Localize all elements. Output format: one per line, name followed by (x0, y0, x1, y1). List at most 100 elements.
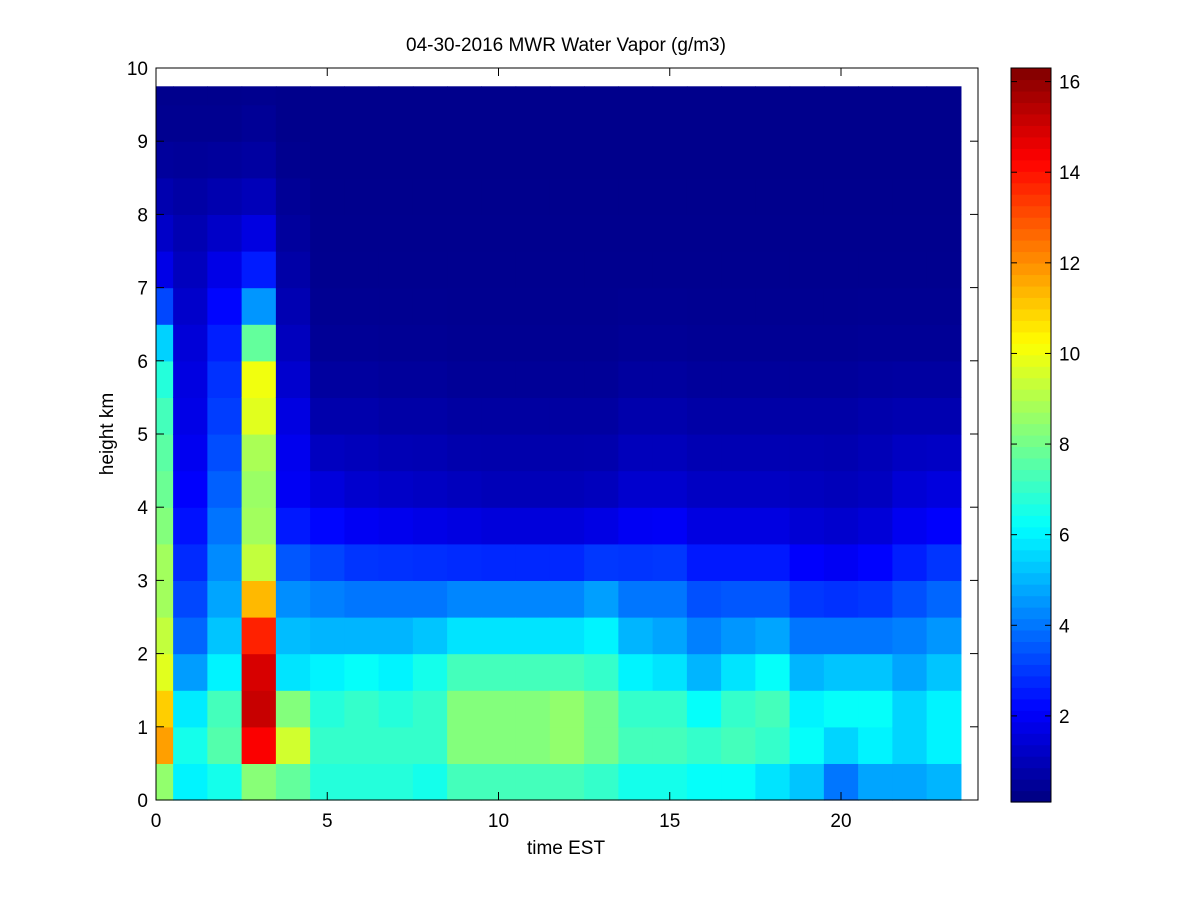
heatmap-cell (926, 543, 962, 581)
heatmap-cell (755, 617, 791, 655)
heatmap-cell (549, 470, 585, 508)
heatmap-cell (515, 434, 551, 472)
colorbar-tick-label: 6 (1059, 526, 1070, 547)
colorbar-segment (1011, 675, 1051, 688)
heatmap-cell (310, 324, 345, 362)
heatmap-cell (310, 86, 345, 106)
heatmap-cell (789, 104, 825, 142)
heatmap-cell (344, 617, 380, 655)
heatmap-cell (515, 86, 551, 106)
heatmap-cell (481, 141, 517, 179)
heatmap-cell (481, 470, 517, 508)
heatmap-cell (447, 763, 482, 801)
heatmap-cell (618, 86, 654, 106)
heatmap-cell (549, 104, 585, 142)
heatmap-cell (686, 141, 722, 179)
heatmap-cell (652, 507, 688, 545)
heatmap-cell (652, 214, 688, 252)
heatmap-cell (892, 434, 928, 472)
heatmap-cell (412, 141, 448, 179)
heatmap-cell (378, 690, 414, 728)
heatmap-cell (686, 214, 722, 252)
heatmap-cell (378, 617, 414, 655)
heatmap-cell (858, 251, 893, 289)
heatmap-cell (652, 726, 688, 764)
heatmap-cell (156, 580, 174, 618)
heatmap-cell (823, 690, 859, 728)
heatmap-cell (755, 324, 791, 362)
heatmap-cell (652, 653, 688, 691)
heatmap-cell (241, 434, 277, 472)
heatmap-cell (310, 287, 345, 325)
heatmap-cell (926, 360, 962, 398)
heatmap-cell (926, 580, 962, 618)
colorbar-segment (1011, 561, 1051, 574)
heatmap-cell (412, 726, 448, 764)
heatmap-cell (378, 397, 414, 435)
colorbar-segment (1011, 492, 1051, 505)
colorbar-tick-label: 8 (1059, 435, 1070, 456)
heatmap-cell (481, 324, 517, 362)
colorbar-segment (1011, 90, 1051, 104)
heatmap-cell (686, 434, 722, 472)
heatmap-cell (755, 214, 791, 252)
heatmap-cell (173, 470, 208, 508)
heatmap-cell (892, 177, 928, 215)
colorbar-segment (1011, 400, 1051, 413)
heatmap-cell (344, 580, 380, 618)
heatmap-cell (310, 177, 345, 215)
heatmap-cell (447, 726, 482, 764)
heatmap-cell (858, 287, 893, 325)
y-tick-label: 6 (137, 352, 148, 373)
heatmap-cell (652, 617, 688, 655)
heatmap-cell (173, 86, 208, 106)
heatmap-cell (310, 580, 345, 618)
heatmap-cell (310, 543, 345, 581)
heatmap-cell (618, 397, 654, 435)
colorbar-segment (1011, 469, 1051, 482)
heatmap-cell (584, 86, 619, 106)
heatmap-cell (515, 397, 551, 435)
heatmap-cell (344, 214, 380, 252)
heatmap-cell (378, 434, 414, 472)
heatmap-cell (652, 360, 688, 398)
heatmap-cell (892, 360, 928, 398)
heatmap-cell (892, 104, 928, 142)
heatmap-cell (241, 726, 277, 764)
heatmap-cell (481, 507, 517, 545)
heatmap-cell (584, 763, 619, 801)
colorbar-segment (1011, 262, 1051, 276)
heatmap-cell (549, 214, 585, 252)
heatmap-cell (892, 287, 928, 325)
heatmap-cell (241, 617, 277, 655)
heatmap-cells (156, 86, 962, 801)
heatmap-cell (823, 434, 859, 472)
heatmap-cell (515, 251, 551, 289)
heatmap-cell (275, 177, 311, 215)
y-tick-label: 7 (137, 279, 148, 300)
heatmap-cell (207, 470, 243, 508)
heatmap-cell (549, 86, 585, 106)
heatmap-cell (823, 214, 859, 252)
heatmap-cell (344, 141, 380, 179)
heatmap-cell (721, 360, 756, 398)
colorbar-segment (1011, 779, 1051, 792)
heatmap-cell (926, 324, 962, 362)
heatmap-cell (926, 177, 962, 215)
heatmap-cell (618, 507, 654, 545)
heatmap-cell (344, 507, 380, 545)
heatmap-cell (618, 287, 654, 325)
heatmap-cell (515, 287, 551, 325)
heatmap-cell (549, 507, 585, 545)
colorbar-segment (1011, 790, 1051, 803)
x-tick-label: 0 (151, 811, 162, 832)
heatmap-cell (755, 507, 791, 545)
heatmap-cell (275, 653, 311, 691)
heatmap-cell (207, 690, 243, 728)
colorbar-segment (1011, 538, 1051, 551)
heatmap-cell (858, 543, 893, 581)
heatmap-cell (858, 690, 893, 728)
heatmap-cell (618, 360, 654, 398)
heatmap-cell (584, 177, 619, 215)
heatmap-cell (823, 251, 859, 289)
